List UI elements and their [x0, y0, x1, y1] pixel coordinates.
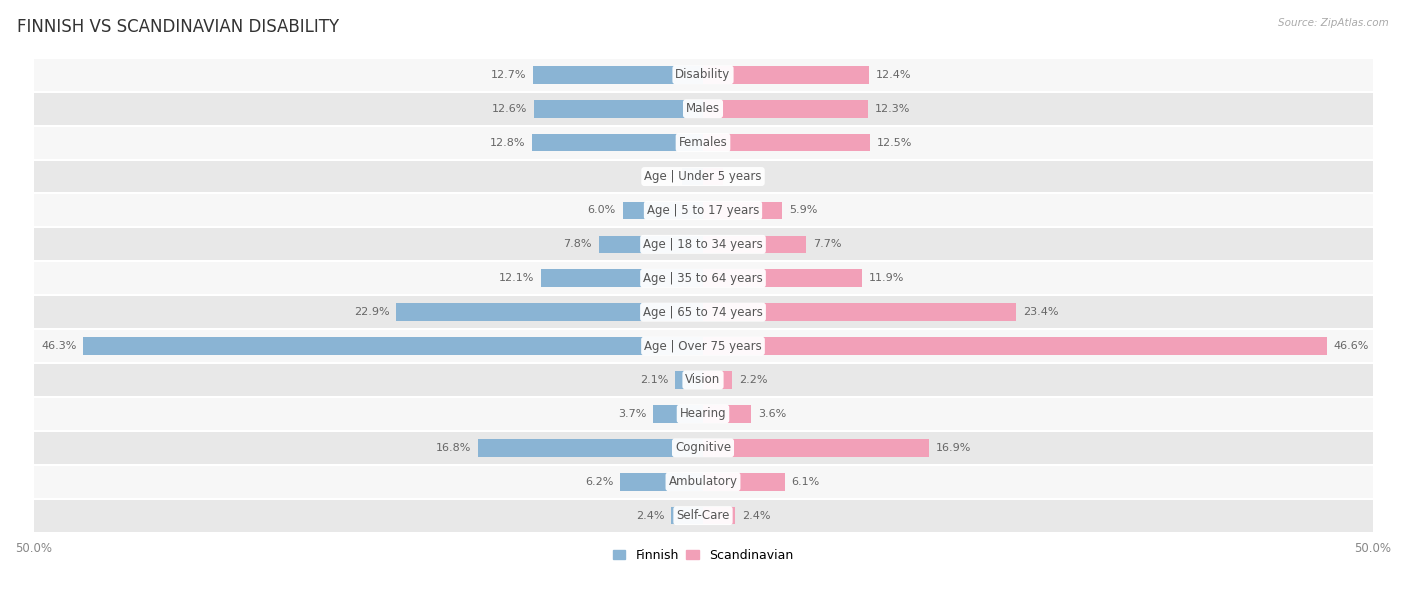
Text: Self-Care: Self-Care — [676, 509, 730, 522]
Text: 12.4%: 12.4% — [876, 70, 911, 80]
Text: Males: Males — [686, 102, 720, 115]
Text: 11.9%: 11.9% — [869, 274, 904, 283]
Text: 5.9%: 5.9% — [789, 206, 817, 215]
Text: Age | Over 75 years: Age | Over 75 years — [644, 340, 762, 353]
Text: 2.4%: 2.4% — [636, 510, 664, 521]
Bar — [703, 337, 1327, 355]
Text: 46.6%: 46.6% — [1334, 341, 1369, 351]
Bar — [34, 499, 1372, 532]
Text: 6.0%: 6.0% — [588, 206, 616, 215]
Bar — [34, 465, 1372, 499]
Text: Vision: Vision — [685, 373, 721, 387]
Bar — [703, 66, 869, 84]
Bar — [703, 304, 1017, 321]
Text: Age | 18 to 34 years: Age | 18 to 34 years — [643, 238, 763, 251]
Bar — [599, 236, 703, 253]
Bar — [34, 228, 1372, 261]
Text: 12.8%: 12.8% — [489, 138, 524, 147]
Text: Age | Under 5 years: Age | Under 5 years — [644, 170, 762, 183]
Bar — [34, 160, 1372, 193]
Text: 3.7%: 3.7% — [619, 409, 647, 419]
Bar — [675, 371, 703, 389]
Bar — [703, 269, 862, 287]
Bar — [531, 134, 703, 151]
Text: 23.4%: 23.4% — [1024, 307, 1059, 317]
Text: 12.3%: 12.3% — [875, 103, 910, 114]
Bar — [703, 236, 806, 253]
Text: Source: ZipAtlas.com: Source: ZipAtlas.com — [1278, 18, 1389, 28]
Text: 3.6%: 3.6% — [758, 409, 786, 419]
Text: FINNISH VS SCANDINAVIAN DISABILITY: FINNISH VS SCANDINAVIAN DISABILITY — [17, 18, 339, 36]
Bar — [703, 371, 733, 389]
Bar — [671, 507, 703, 524]
Bar — [703, 100, 868, 118]
Bar — [703, 405, 751, 423]
Bar — [703, 473, 785, 491]
Bar — [682, 168, 703, 185]
Bar — [34, 295, 1372, 329]
Text: Hearing: Hearing — [679, 408, 727, 420]
Bar — [703, 201, 782, 219]
Bar — [34, 92, 1372, 125]
Bar — [34, 363, 1372, 397]
Text: 7.7%: 7.7% — [813, 239, 841, 249]
Bar — [533, 66, 703, 84]
Bar — [703, 439, 929, 457]
Text: 16.9%: 16.9% — [936, 443, 972, 453]
Text: 1.6%: 1.6% — [647, 171, 675, 182]
Text: Age | 65 to 74 years: Age | 65 to 74 years — [643, 305, 763, 319]
Bar — [623, 201, 703, 219]
Text: Disability: Disability — [675, 69, 731, 81]
Text: 1.5%: 1.5% — [730, 171, 758, 182]
Bar — [654, 405, 703, 423]
Text: 2.2%: 2.2% — [740, 375, 768, 385]
Text: Females: Females — [679, 136, 727, 149]
Bar — [34, 125, 1372, 160]
Text: 6.2%: 6.2% — [585, 477, 613, 487]
Text: 22.9%: 22.9% — [354, 307, 389, 317]
Bar — [478, 439, 703, 457]
Bar — [396, 304, 703, 321]
Bar — [34, 329, 1372, 363]
Bar — [541, 269, 703, 287]
Bar — [83, 337, 703, 355]
Text: 46.3%: 46.3% — [41, 341, 76, 351]
Bar — [534, 100, 703, 118]
Text: 16.8%: 16.8% — [436, 443, 471, 453]
Text: Age | 35 to 64 years: Age | 35 to 64 years — [643, 272, 763, 285]
Text: Cognitive: Cognitive — [675, 441, 731, 454]
Legend: Finnish, Scandinavian: Finnish, Scandinavian — [607, 543, 799, 567]
Text: Ambulatory: Ambulatory — [668, 476, 738, 488]
Text: 6.1%: 6.1% — [792, 477, 820, 487]
Bar — [34, 58, 1372, 92]
Bar — [34, 397, 1372, 431]
Text: 12.6%: 12.6% — [492, 103, 527, 114]
Bar — [620, 473, 703, 491]
Bar — [34, 193, 1372, 228]
Text: 2.1%: 2.1% — [640, 375, 668, 385]
Text: Age | 5 to 17 years: Age | 5 to 17 years — [647, 204, 759, 217]
Text: 12.5%: 12.5% — [877, 138, 912, 147]
Bar — [703, 507, 735, 524]
Bar — [34, 431, 1372, 465]
Text: 12.7%: 12.7% — [491, 70, 526, 80]
Text: 7.8%: 7.8% — [564, 239, 592, 249]
Text: 12.1%: 12.1% — [499, 274, 534, 283]
Text: 2.4%: 2.4% — [742, 510, 770, 521]
Bar — [703, 134, 870, 151]
Bar — [703, 168, 723, 185]
Bar — [34, 261, 1372, 295]
